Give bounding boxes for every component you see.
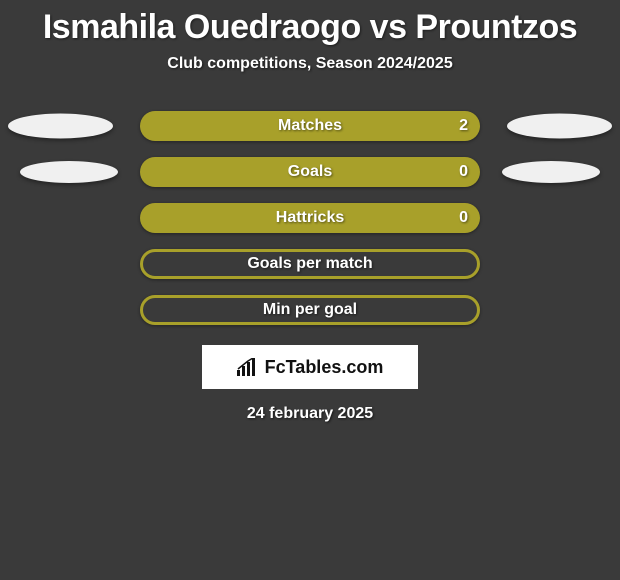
stats-container: Matches 2 Goals 0 Hattricks 0 Goals per match M… bbox=[0, 103, 620, 333]
stat-value: 0 bbox=[459, 209, 468, 227]
branding-text: FcTables.com bbox=[265, 357, 384, 378]
branding-badge: FcTables.com bbox=[202, 345, 418, 389]
stat-bar: Goals per match bbox=[140, 249, 480, 279]
date-text: 24 february 2025 bbox=[0, 405, 620, 423]
stat-label: Min per goal bbox=[263, 301, 357, 319]
stat-bar: Hattricks 0 bbox=[140, 203, 480, 233]
stat-value: 0 bbox=[459, 163, 468, 181]
right-value-ellipse bbox=[507, 114, 612, 139]
stat-bar: Matches 2 bbox=[140, 111, 480, 141]
stat-label: Matches bbox=[278, 117, 342, 135]
stat-row: Goals per match bbox=[0, 241, 620, 287]
page-title: Ismahila Ouedraogo vs Prountzos bbox=[0, 0, 620, 47]
stat-row: Min per goal bbox=[0, 287, 620, 333]
stat-bar: Min per goal bbox=[140, 295, 480, 325]
chart-icon bbox=[237, 358, 259, 376]
left-value-ellipse bbox=[20, 161, 118, 183]
stat-label: Goals per match bbox=[247, 255, 372, 273]
left-value-ellipse bbox=[8, 114, 113, 139]
right-value-ellipse bbox=[502, 161, 600, 183]
stat-row: Matches 2 bbox=[0, 103, 620, 149]
stat-bar: Goals 0 bbox=[140, 157, 480, 187]
stat-row: Hattricks 0 bbox=[0, 195, 620, 241]
page-subtitle: Club competitions, Season 2024/2025 bbox=[0, 55, 620, 73]
stat-label: Hattricks bbox=[276, 209, 344, 227]
stat-row: Goals 0 bbox=[0, 149, 620, 195]
stat-label: Goals bbox=[288, 163, 332, 181]
stat-value: 2 bbox=[459, 117, 468, 135]
